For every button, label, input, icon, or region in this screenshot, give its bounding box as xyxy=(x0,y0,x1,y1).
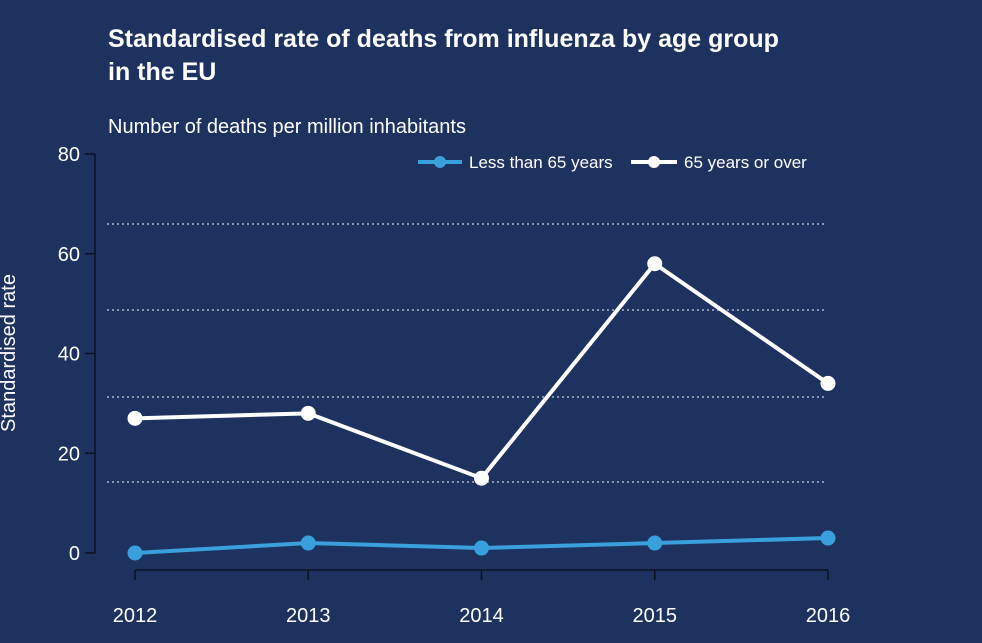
y-tick-labels: 0 20 40 60 80 xyxy=(58,144,80,565)
chart-title-line-2: in the EU xyxy=(108,58,216,86)
data-point xyxy=(127,410,143,426)
series-under-65 xyxy=(127,530,836,561)
y-tick-label: 20 xyxy=(58,443,80,465)
chart-subtitle: Number of deaths per million inhabitants xyxy=(108,116,466,138)
x-tick-labels: 2012 2013 2014 2015 2016 xyxy=(113,605,851,627)
legend: Less than 65 years 65 years or over xyxy=(418,153,807,172)
data-point xyxy=(300,405,316,421)
chart-title-line-1: Standardised rate of deaths from influen… xyxy=(108,25,779,53)
axes xyxy=(85,153,829,580)
y-tick-label: 0 xyxy=(69,543,80,565)
legend-swatch-dot xyxy=(434,156,446,168)
y-tick-label: 40 xyxy=(58,344,80,366)
legend-label: Less than 65 years xyxy=(469,153,613,172)
data-point xyxy=(647,535,663,551)
x-tick-label: 2012 xyxy=(113,605,158,627)
legend-swatch-dot xyxy=(648,156,660,168)
series-65-plus xyxy=(127,256,836,486)
data-point xyxy=(820,375,836,391)
gridlines xyxy=(107,223,826,483)
legend-item: 65 years or over xyxy=(631,153,807,172)
data-point xyxy=(474,540,489,556)
x-tick-label: 2016 xyxy=(806,605,851,627)
data-point xyxy=(820,530,836,546)
legend-item: Less than 65 years xyxy=(418,153,613,172)
series xyxy=(127,256,836,561)
legend-label: 65 years or over xyxy=(684,153,807,172)
y-tick-label: 80 xyxy=(58,144,80,166)
x-tick-label: 2014 xyxy=(459,605,504,627)
data-point xyxy=(127,545,143,561)
y-axis-label: Standardised rate xyxy=(0,274,20,432)
x-tick-label: 2015 xyxy=(633,605,678,627)
x-tick-label: 2013 xyxy=(286,605,331,627)
data-point xyxy=(474,470,489,486)
data-point xyxy=(647,256,663,272)
y-tick-label: 60 xyxy=(58,244,80,266)
series-line xyxy=(134,261,830,481)
data-point xyxy=(300,535,316,551)
